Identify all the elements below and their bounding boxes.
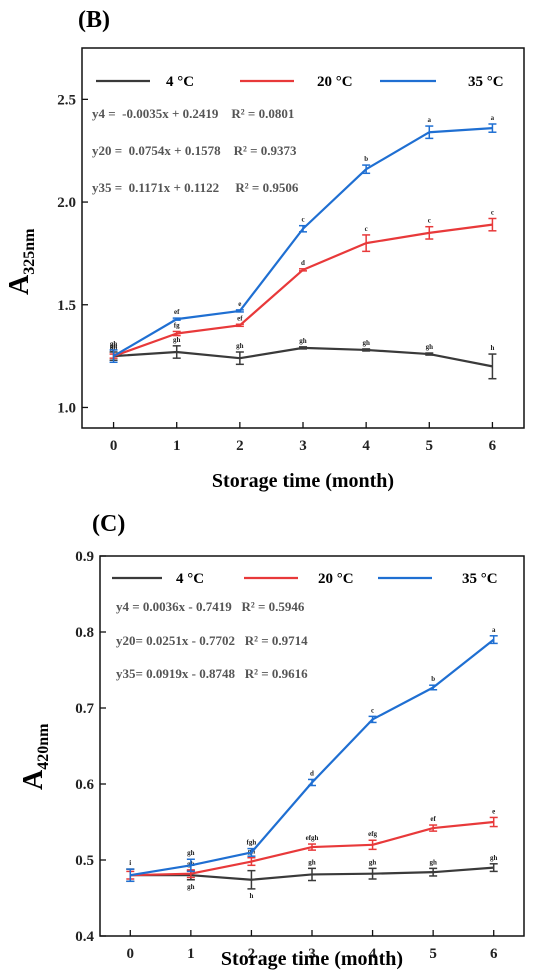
x-tick-label: 4 [362, 438, 370, 454]
significance-label-35c: a [491, 114, 495, 122]
y-tick-label: 0.9 [75, 549, 94, 565]
equation-35c: y35 = 0.1171x + 0.1122 R² = 0.9506 [92, 180, 299, 195]
x-tick-label: 3 [308, 946, 316, 962]
x-tick-label: 6 [489, 438, 497, 454]
panel-label-c: (C) [92, 511, 125, 537]
significance-label-35c: b [364, 155, 368, 163]
significance-label-4c: gh [308, 858, 316, 866]
significance-label-4c: gh [187, 883, 195, 891]
significance-label-4c: h [249, 892, 253, 900]
significance-label-35c: d [310, 769, 314, 777]
significance-label-4c: gh [236, 342, 244, 350]
legend-label-4c: 4 °C [176, 571, 204, 587]
y-axis-label-sub-c: 420nm [35, 723, 52, 770]
significance-label-35c: fgh [247, 839, 257, 847]
significance-label-20c: ef [237, 314, 243, 322]
chart-panel-c: (C) 4 °C 20 °C 35 °C y4 = 0.0036x - 0.74… [18, 511, 525, 970]
y-tick-label: 0.6 [75, 777, 94, 793]
equation-4c: y4 = -0.0035x + 0.2419 R² = 0.0801 [92, 106, 294, 121]
significance-label-20c: d [301, 259, 305, 267]
equation-20c: y20= 0.0251x - 0.7702 R² = 0.9714 [116, 633, 308, 648]
x-tick-label: 2 [236, 438, 244, 454]
y-tick-label: 1.0 [57, 400, 76, 416]
significance-label-35c: gh [110, 340, 118, 348]
significance-label-4c: i [129, 859, 131, 867]
x-axis-label-b: Storage time (month) [212, 470, 394, 492]
significance-label-20c: fg [174, 321, 180, 329]
significance-label-4c: gh [362, 339, 370, 347]
y-tick-label: 2.0 [57, 195, 76, 211]
significance-label-35c: e [238, 300, 241, 308]
x-tick-label: 5 [426, 438, 434, 454]
y-tick-label: 0.7 [75, 701, 94, 717]
y-tick-label: 0.5 [75, 853, 94, 869]
significance-label-20c: c [491, 208, 494, 216]
legend-label-35c: 35 °C [468, 74, 504, 90]
significance-label-20c: ef [430, 815, 436, 823]
x-tick-label: 6 [490, 946, 498, 962]
significance-label-4c: gh [173, 336, 181, 344]
significance-label-20c: e [492, 807, 495, 815]
legend-label-35c: 35 °C [462, 571, 498, 587]
y-axis-label-c: A420nm [18, 723, 52, 790]
y-tick-label: 1.5 [57, 298, 76, 314]
x-tick-label: 0 [127, 946, 135, 962]
legend-label-20c: 20 °C [318, 571, 354, 587]
equation-20c: y20 = 0.0754x + 0.1578 R² = 0.9373 [92, 143, 297, 158]
significance-label-4c: gh [110, 342, 118, 350]
x-tick-label: 0 [110, 438, 118, 454]
equation-35c: y35= 0.0919x - 0.8748 R² = 0.9616 [116, 666, 308, 681]
significance-label-4c: gh [490, 854, 498, 862]
significance-label-35c: ef [174, 308, 180, 316]
y-axis-label-sub-b: 325nm [21, 228, 38, 275]
x-tick-label: 4 [369, 946, 377, 962]
x-tick-label: 1 [187, 946, 195, 962]
x-axis-label-c: Storage time (month) [221, 948, 403, 970]
significance-label-4c: gh [369, 858, 377, 866]
panel-label-b: (B) [78, 7, 110, 33]
x-tick-label: 1 [173, 438, 181, 454]
significance-label-35c: a [428, 116, 432, 124]
y-tick-label: 0.4 [75, 929, 94, 945]
y-tick-label: 2.5 [57, 92, 76, 108]
significance-label-35c: gh [187, 849, 195, 857]
x-tick-label: 2 [248, 946, 256, 962]
y-axis-label-main-b: A [4, 274, 35, 295]
y-axis-label-b: A325nm [4, 228, 38, 295]
series-line-35c [113, 127, 493, 358]
significance-label-4c: gh [429, 858, 437, 866]
significance-label-20c: c [428, 217, 431, 225]
equation-4c: y4 = 0.0036x - 0.7419 R² = 0.5946 [116, 599, 305, 614]
significance-label-20c: c [365, 225, 368, 233]
legend-label-20c: 20 °C [317, 74, 353, 90]
significance-label-20c: efg [368, 830, 377, 838]
significance-label-4c: gh [299, 337, 307, 345]
plot-frame-b [81, 47, 525, 429]
significance-label-35c: b [431, 675, 435, 683]
significance-label-20c: gh [110, 344, 118, 352]
significance-label-35c: c [301, 216, 304, 224]
series-line-4c [113, 346, 493, 368]
legend-label-4c: 4 °C [166, 74, 194, 90]
significance-label-4c: gh [426, 343, 434, 351]
x-tick-label: 3 [299, 438, 307, 454]
x-tick-label: 5 [429, 946, 437, 962]
chart-panel-b: (B) 4 °C 20 °C 35 °C y4 = -0.0035x + 0.2… [4, 7, 525, 492]
y-axis-label-main-c: A [18, 769, 49, 790]
significance-label-35c: c [371, 706, 374, 714]
significance-label-4c: h [490, 344, 494, 352]
significance-label-35c: a [492, 626, 496, 634]
y-tick-label: 0.8 [75, 625, 94, 641]
significance-label-20c: efgh [306, 834, 319, 842]
